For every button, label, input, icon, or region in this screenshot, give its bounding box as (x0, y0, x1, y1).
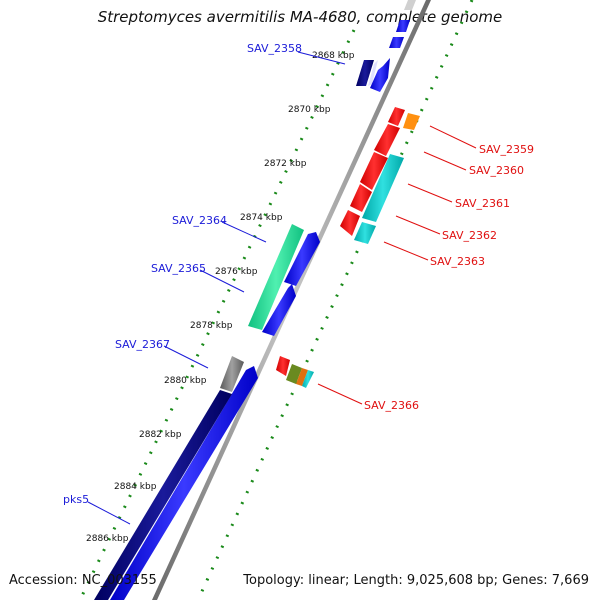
leader-line (317, 383, 363, 405)
leader-line (297, 51, 346, 65)
leader-line (429, 125, 477, 149)
genome-summary: Topology: linear; Length: 9,025,608 bp; … (243, 573, 589, 588)
gene-feature (362, 154, 404, 222)
gene-feature (350, 184, 372, 212)
gene-label-sav-2363: SAV_2363 (430, 255, 485, 268)
gene-feature (368, 60, 378, 86)
gene-label-sav-2360: SAV_2360 (469, 164, 524, 177)
gene-label-sav-2358: SAV_2358 (247, 42, 302, 55)
gene-feature (110, 366, 258, 600)
leader-line (383, 241, 429, 261)
gene-feature (404, 0, 416, 10)
gene-label-sav-2361: SAV_2361 (455, 197, 510, 210)
scale-label: 2874 kbp (240, 213, 283, 223)
tick-tracks (78, 0, 474, 600)
gene-feature (302, 370, 314, 388)
gene-feature (354, 222, 376, 244)
gene-label-sav-2364: SAV_2364 (172, 214, 227, 227)
scale-label: 2878 kbp (190, 321, 233, 331)
gene-feature (360, 152, 388, 190)
leader-line (199, 269, 245, 293)
gene-feature (262, 284, 296, 336)
gene-feature (389, 37, 404, 48)
gene-feature (286, 364, 302, 384)
leader-line (395, 215, 441, 235)
gene-label-pks5: pks5 (63, 493, 89, 506)
scale-label: 2884 kbp (114, 482, 157, 492)
scale-label: 2872 kbp (264, 159, 307, 169)
forward-scale-track (78, 29, 356, 600)
scale-label: 2876 kbp (215, 267, 258, 277)
accession-label: Accession: NC_003155 (9, 573, 157, 588)
scale-label: 2886 kbp (86, 534, 129, 544)
gene-feature (356, 60, 374, 86)
gene-feature (220, 356, 244, 392)
gene-label-sav-2365: SAV_2365 (151, 262, 206, 275)
reverse-scale-track (196, 0, 474, 600)
leader-line (87, 501, 131, 525)
gene-feature (284, 232, 320, 286)
gene-feature (296, 368, 308, 386)
gene-feature (94, 390, 232, 600)
gene-label-sav-2366: SAV_2366 (364, 399, 419, 412)
leader-line (163, 345, 209, 369)
scale-label: 2868 kbp (312, 51, 355, 61)
scale-labels: 2868 kbp 2870 kbp 2872 kbp 2874 kbp 2876… (86, 51, 355, 544)
leader-line (221, 221, 267, 243)
scale-label: 2870 kbp (288, 105, 331, 115)
leader-line (407, 183, 453, 203)
gene-feature (276, 356, 290, 376)
gene-feature (340, 210, 360, 236)
gene-feature (388, 107, 405, 126)
gene-feature (374, 124, 400, 156)
gene-features (94, 0, 420, 600)
gene-feature (396, 20, 410, 32)
gene-feature (370, 58, 390, 92)
scale-label: 2880 kbp (164, 376, 207, 386)
gene-label-sav-2367: SAV_2367 (115, 338, 170, 351)
gene-label-sav-2359: SAV_2359 (479, 143, 534, 156)
gene-label-sav-2362: SAV_2362 (442, 229, 497, 242)
scale-label: 2882 kbp (139, 430, 182, 440)
gene-feature (403, 113, 420, 130)
leader-line (423, 151, 467, 171)
gene-feature (248, 224, 304, 330)
